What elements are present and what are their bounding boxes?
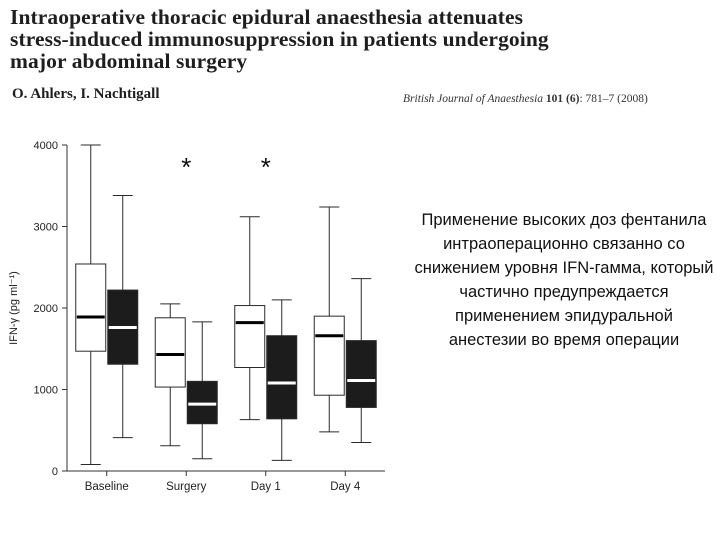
ifn-gamma-boxplot: 0 1000 2000 3000 4000 IFN-γ (pg ml⁻¹) Baseline… — [8, 140, 385, 493]
journal-volume: 101 — [545, 93, 564, 105]
x-tick-label: Day 4 — [330, 481, 361, 493]
box-black — [186, 380, 218, 425]
box-white — [234, 305, 266, 368]
y-tick-label: 4000 — [34, 140, 58, 152]
paper-title: Intraoperative thoracic epidural anaesth… — [10, 5, 549, 73]
journal-citation: British Journal of Anaesthesia 101 (6): … — [403, 93, 648, 105]
slide-note: Применение высоких доз фентанила интраоп… — [414, 211, 714, 349]
y-tick-label: 1000 — [34, 385, 58, 397]
y-axis-label: IFN-γ (pg ml⁻¹) — [8, 271, 20, 345]
journal-pages: : 781–7 (2008) — [579, 93, 648, 105]
paper-authors: O. Ahlers, I. Nachtigall — [12, 86, 160, 102]
box-white — [154, 317, 186, 388]
x-tick-label: Surgery — [166, 481, 207, 493]
x-tick-label: Baseline — [85, 481, 129, 493]
y-tick-label: 0 — [52, 466, 58, 478]
significance-star: * — [261, 152, 271, 182]
box-white — [313, 315, 345, 396]
box-black — [266, 335, 298, 420]
y-tick-label: 3000 — [34, 222, 58, 234]
x-tick-label: Day 1 — [251, 481, 281, 493]
y-tick-label: 2000 — [34, 303, 58, 315]
box-white — [75, 263, 107, 352]
box-black — [345, 340, 377, 408]
journal-name: British Journal of Anaesthesia — [403, 93, 544, 105]
journal-issue: (6) — [566, 93, 580, 105]
significance-star: * — [181, 152, 191, 182]
